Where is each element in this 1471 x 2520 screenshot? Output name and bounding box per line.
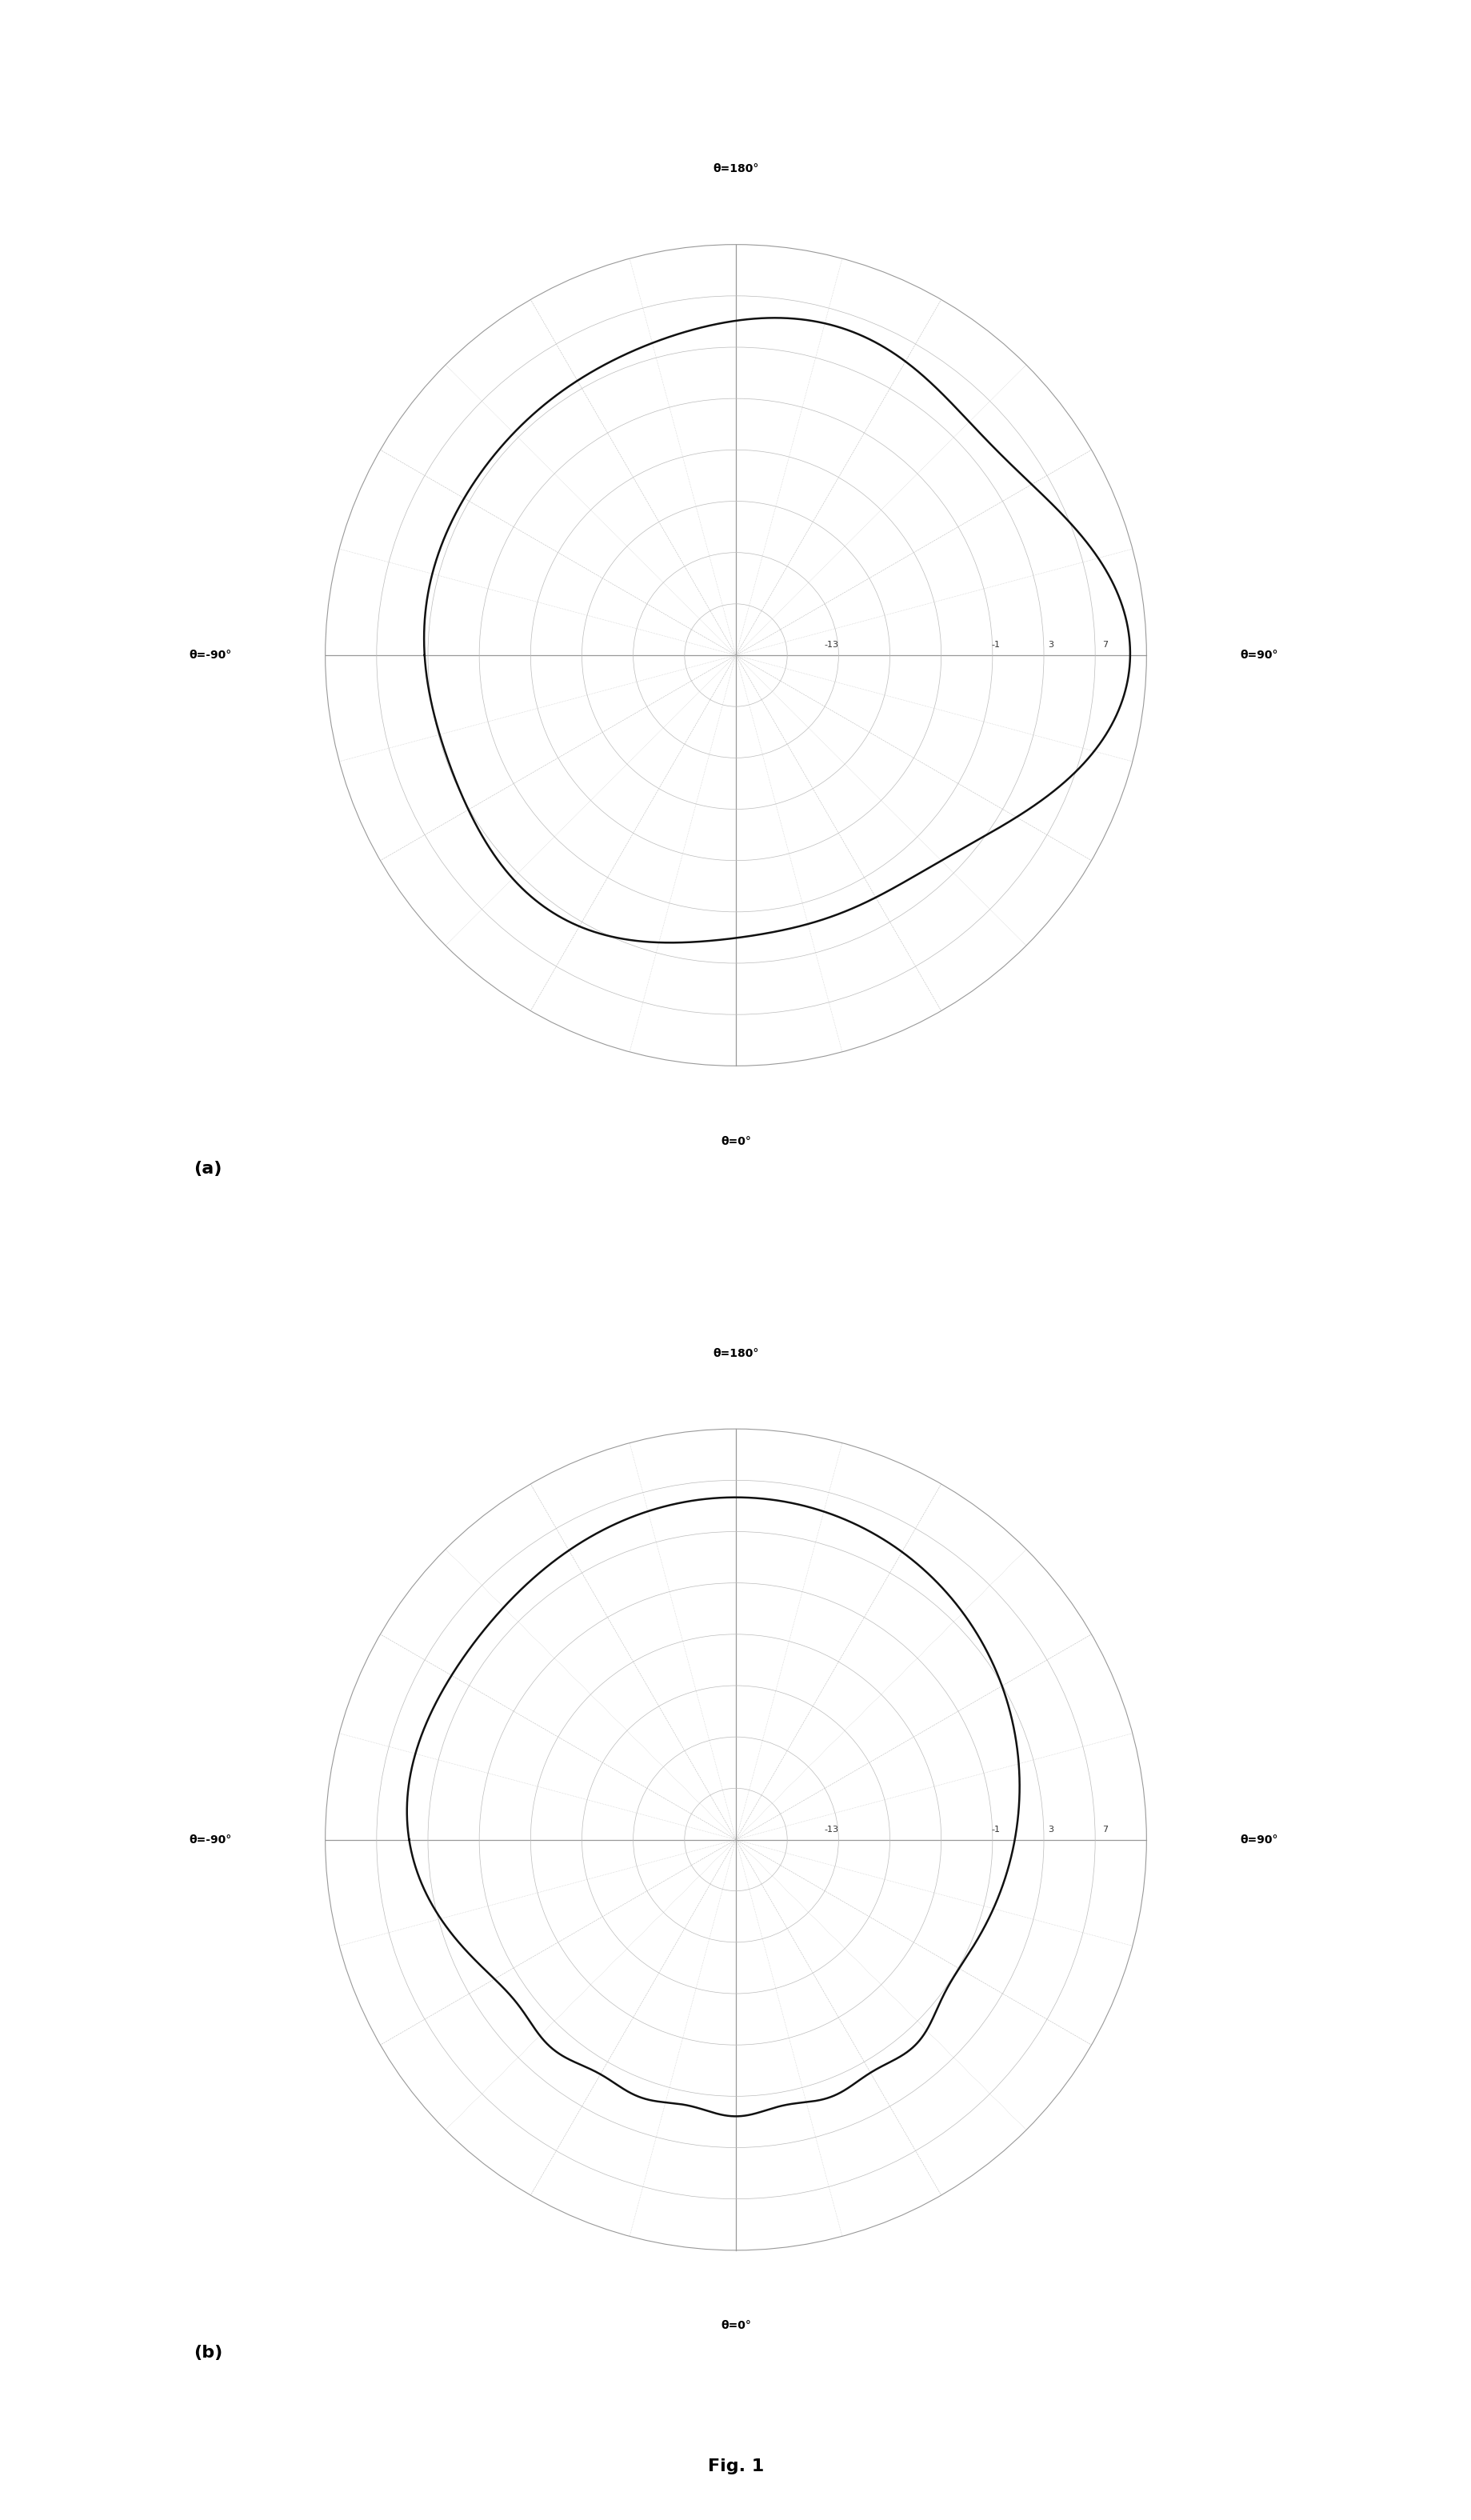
Text: 7: 7 bbox=[1102, 1824, 1108, 1835]
Text: -1: -1 bbox=[991, 640, 1000, 650]
Text: Fig. 1: Fig. 1 bbox=[708, 2460, 763, 2475]
Text: -13: -13 bbox=[824, 640, 838, 650]
Text: θ=-90°: θ=-90° bbox=[188, 1835, 231, 1845]
Text: 3: 3 bbox=[1047, 1824, 1053, 1835]
Text: 3: 3 bbox=[1047, 640, 1053, 650]
Text: θ=0°: θ=0° bbox=[721, 1137, 750, 1147]
Text: θ=180°: θ=180° bbox=[712, 1348, 759, 1358]
Text: 7: 7 bbox=[1102, 640, 1108, 650]
Text: θ=0°: θ=0° bbox=[721, 2321, 750, 2331]
Text: -13: -13 bbox=[824, 1824, 838, 1835]
Text: -1: -1 bbox=[991, 1824, 1000, 1835]
Text: θ=180°: θ=180° bbox=[712, 164, 759, 174]
Text: θ=90°: θ=90° bbox=[1240, 650, 1278, 660]
Text: θ=-90°: θ=-90° bbox=[188, 650, 231, 660]
Text: (a): (a) bbox=[194, 1162, 222, 1177]
Text: (b): (b) bbox=[194, 2346, 222, 2361]
Text: θ=90°: θ=90° bbox=[1240, 1835, 1278, 1845]
